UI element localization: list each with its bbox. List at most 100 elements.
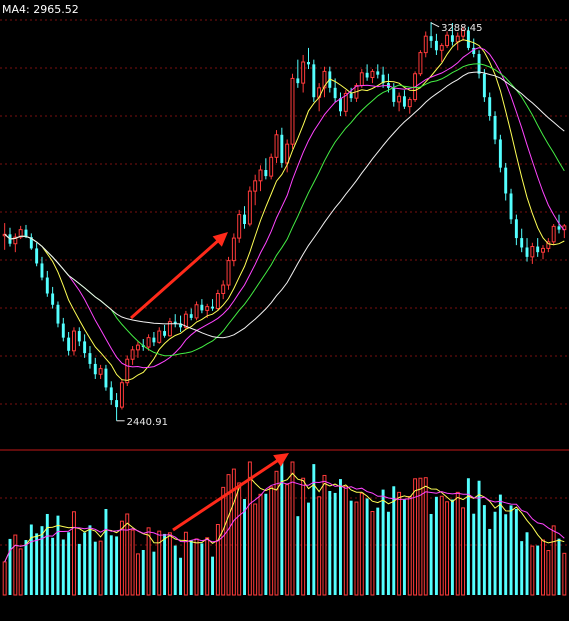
candle-body-down bbox=[61, 323, 65, 338]
candle-body-down bbox=[83, 341, 87, 354]
candle-body-down bbox=[339, 98, 342, 112]
trend-arrows bbox=[130, 232, 289, 532]
candle-body-down bbox=[349, 93, 353, 99]
volume-bar-up bbox=[343, 485, 348, 596]
candle-body-down bbox=[109, 387, 113, 401]
candle-body-down bbox=[200, 304, 204, 311]
volume-trend-arrow-shaft bbox=[172, 456, 284, 532]
volume-bar-down bbox=[333, 492, 337, 595]
volume-bar-down bbox=[392, 486, 396, 595]
candle-body-up bbox=[359, 72, 364, 86]
candle-body-down bbox=[402, 96, 406, 107]
volume-bar-down bbox=[450, 499, 454, 595]
volume-bar-down bbox=[88, 525, 92, 595]
volume-bar-down bbox=[488, 528, 492, 595]
candle-body-down bbox=[557, 226, 561, 230]
volume-bar-down bbox=[381, 489, 385, 595]
candle-body-up bbox=[125, 358, 130, 384]
candle-body-down bbox=[264, 170, 268, 177]
candle-body-down bbox=[179, 323, 183, 328]
volume-bar-down bbox=[296, 516, 300, 595]
candle-body-up bbox=[135, 344, 140, 351]
candle-body-down bbox=[514, 219, 518, 239]
volume-bar-up bbox=[530, 545, 535, 596]
volume-bar-up bbox=[98, 540, 103, 596]
candle-body-down bbox=[51, 293, 55, 305]
volume-bar-up bbox=[461, 507, 466, 596]
volume-bar-up bbox=[274, 470, 279, 596]
candle-body-down bbox=[211, 306, 215, 309]
candle-body-up bbox=[285, 143, 290, 164]
volume-bar-down bbox=[83, 532, 87, 595]
volume-bar-up bbox=[407, 496, 412, 596]
candle-body-up bbox=[269, 156, 274, 177]
volume-bar-up bbox=[439, 495, 444, 596]
volume-bar-up bbox=[370, 510, 375, 596]
volume-bar-down bbox=[179, 557, 183, 595]
volume-bar-up bbox=[167, 532, 172, 596]
candle-body-up bbox=[237, 214, 242, 239]
candle-body-down bbox=[376, 71, 380, 75]
volume-bar-down bbox=[498, 494, 502, 595]
price-trend-arrow-head bbox=[212, 232, 228, 247]
volume-bar-down bbox=[189, 540, 193, 595]
candle-body-up bbox=[18, 229, 23, 238]
volume-bar-down bbox=[35, 533, 39, 595]
volume-bar-up bbox=[205, 537, 210, 596]
high-price-label: 3288.45 bbox=[441, 23, 482, 34]
volume-bar-up bbox=[322, 474, 327, 596]
candle-body-down bbox=[243, 214, 246, 224]
candle-body-down bbox=[392, 87, 396, 102]
volume-bar-down bbox=[8, 538, 12, 595]
volume-bar-down bbox=[200, 543, 204, 595]
candle-body-up bbox=[290, 77, 295, 145]
candle-body-down bbox=[115, 400, 119, 408]
candle-body-up bbox=[423, 35, 428, 54]
candle-body-down bbox=[40, 263, 44, 278]
volume-bar-down bbox=[312, 464, 316, 595]
volume-bar-up bbox=[359, 492, 364, 596]
candle-body-up bbox=[461, 30, 466, 37]
candle-body-up bbox=[370, 70, 375, 78]
candle-body-down bbox=[504, 167, 508, 194]
candle-body-up bbox=[71, 330, 76, 352]
volume-bar-down bbox=[211, 556, 215, 595]
volume-bar-up bbox=[253, 503, 258, 596]
candle-body-down bbox=[429, 36, 433, 41]
volume-bars bbox=[2, 461, 567, 596]
candlestick-series bbox=[2, 22, 567, 421]
candle-body-up bbox=[194, 304, 199, 319]
volume-bar-up bbox=[546, 550, 551, 596]
volume-bar-down bbox=[115, 536, 119, 595]
candle-body-up bbox=[130, 349, 135, 360]
volume-bar-up bbox=[285, 484, 290, 596]
volume-bar-down bbox=[45, 513, 49, 595]
candle-body-down bbox=[312, 64, 316, 98]
volume-bar-down bbox=[386, 511, 390, 595]
candle-body-down bbox=[365, 72, 369, 78]
volume-ma10-line bbox=[4, 480, 565, 563]
volume-bar-up bbox=[237, 482, 242, 596]
volume-bar-up bbox=[135, 553, 140, 596]
candle-body-up bbox=[418, 52, 423, 75]
volume-bar-up bbox=[455, 491, 460, 596]
volume-bar-up bbox=[354, 501, 359, 596]
volume-bar-down bbox=[29, 524, 33, 595]
volume-bar-down bbox=[509, 505, 513, 595]
volume-bar-down bbox=[77, 543, 81, 595]
volume-bar-up bbox=[269, 486, 274, 596]
candle-body-down bbox=[525, 247, 529, 257]
volume-bar-down bbox=[472, 513, 476, 595]
volume-bar-down bbox=[93, 541, 97, 595]
candle-body-up bbox=[541, 247, 545, 253]
volume-bar-down bbox=[152, 551, 156, 595]
volume-bar-down bbox=[339, 479, 342, 595]
candle-body-down bbox=[296, 78, 300, 84]
high-pointer bbox=[430, 22, 440, 28]
candle-body-down bbox=[77, 331, 81, 342]
volume-bar-up bbox=[183, 531, 188, 596]
candle-body-up bbox=[445, 34, 450, 47]
volume-bar-up bbox=[423, 477, 428, 596]
candle-body-up bbox=[167, 321, 172, 337]
